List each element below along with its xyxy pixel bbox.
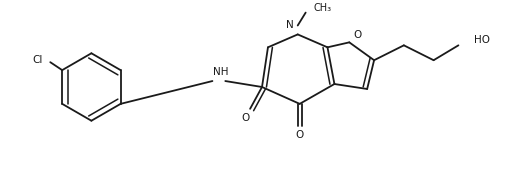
Text: HO: HO [474,35,490,45]
Text: O: O [353,30,361,40]
Text: CH₃: CH₃ [313,3,332,13]
Text: N: N [286,20,294,30]
Text: Cl: Cl [32,55,43,65]
Text: O: O [296,130,304,140]
Text: NH: NH [213,67,228,77]
Text: O: O [241,113,249,123]
